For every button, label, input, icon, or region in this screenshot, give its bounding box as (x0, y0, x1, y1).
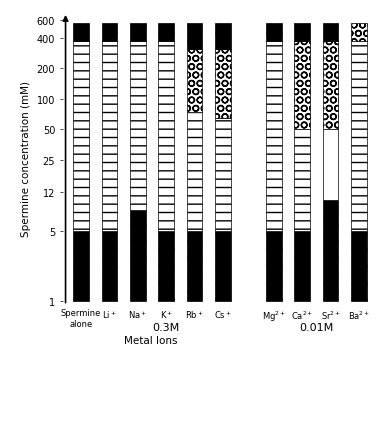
Bar (294, 24, 310, 42)
Bar (294, 42, 310, 130)
Bar (102, 42, 117, 231)
Bar (323, 201, 338, 302)
Bar (351, 24, 367, 42)
Bar (187, 50, 202, 112)
Text: Metal Ions: Metal Ions (123, 335, 177, 345)
Bar (187, 112, 202, 231)
Bar (130, 210, 146, 302)
Bar (323, 24, 338, 42)
Bar (266, 231, 282, 302)
Bar (130, 42, 146, 210)
Bar (351, 231, 367, 302)
Bar (187, 24, 202, 50)
Bar (323, 42, 338, 130)
Bar (323, 130, 338, 201)
Bar (215, 118, 231, 231)
Bar (158, 24, 174, 42)
Bar (73, 24, 89, 42)
Bar (215, 231, 231, 302)
Bar (158, 42, 174, 231)
Bar (215, 50, 231, 118)
Bar (102, 24, 117, 42)
Bar (130, 24, 146, 42)
Text: 0.01M: 0.01M (299, 322, 334, 332)
Y-axis label: Spermine concentration (mM): Spermine concentration (mM) (21, 81, 31, 236)
Bar (351, 42, 367, 231)
Text: 0.3M: 0.3M (152, 322, 180, 332)
Bar (294, 130, 310, 231)
Bar (187, 231, 202, 302)
Bar (73, 42, 89, 231)
Bar (158, 231, 174, 302)
Bar (73, 231, 89, 302)
Bar (215, 24, 231, 50)
Bar (266, 42, 282, 231)
Legend: Cholesteric, Nematic Schlieren, Columnar Hexagonal, Isotropic: Cholesteric, Nematic Schlieren, Columnar… (90, 431, 353, 434)
Bar (266, 24, 282, 42)
Bar (102, 231, 117, 302)
Bar (294, 231, 310, 302)
